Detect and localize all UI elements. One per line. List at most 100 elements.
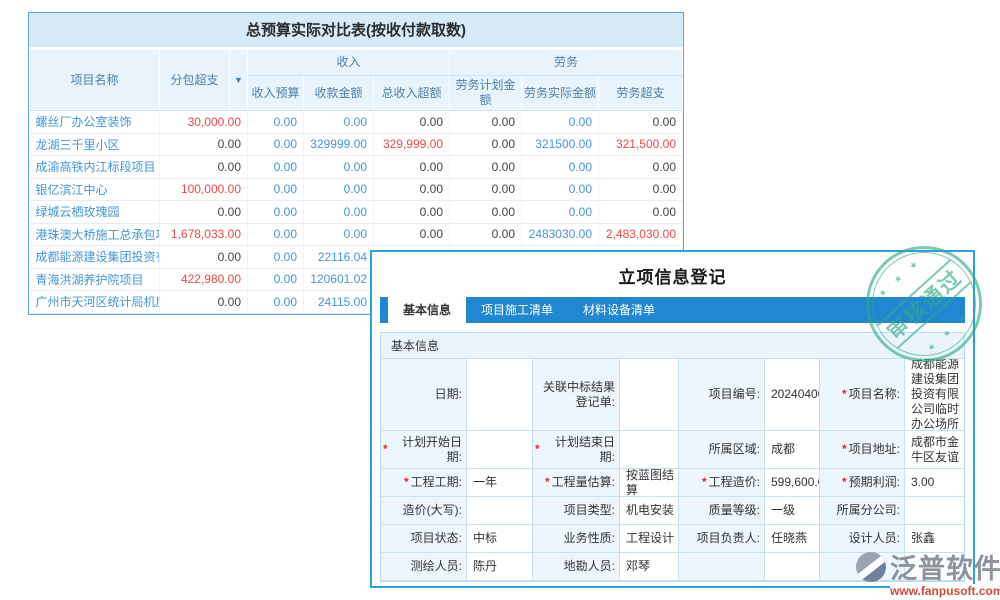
tab-construction-list[interactable]: 项目施工清单 [481, 303, 554, 317]
field-value-duration[interactable]: 一年 [467, 469, 533, 497]
col-header-subcontract-overspend: 分包超支 [159, 49, 230, 111]
field-value-project-number[interactable]: 20240400 [765, 359, 820, 431]
project-name-link[interactable]: 成渝高铁内江标段项目 [29, 155, 160, 179]
field-label-expected-profit: * 预期利润: [820, 469, 905, 497]
field-value-project-manager[interactable]: 任晓燕 [765, 525, 820, 553]
cell-received[interactable]: 329999.00 [303, 133, 374, 156]
field-value-geological-surveyor[interactable]: 邓琴 [620, 553, 679, 581]
field-value-cost-in-words[interactable] [467, 497, 533, 525]
field-label-business-nature: 业务性质: [533, 525, 620, 553]
col-header-project: 项目名称 [29, 49, 160, 111]
col-group-labor: 劳务 [449, 49, 683, 76]
field-value-project-type[interactable]: 机电安装 [620, 497, 679, 525]
cell-subcontract-over: 1,678,033.00 [159, 223, 248, 246]
field-value-bid-result-link[interactable] [620, 359, 679, 431]
field-value-project-status[interactable]: 中标 [467, 525, 533, 553]
cell-labor-plan: 0.00 [449, 110, 523, 134]
field-value-empty [765, 553, 820, 581]
project-name-link[interactable]: 银亿滨江中心 [29, 178, 160, 201]
field-value-region[interactable]: 成都 [765, 431, 820, 469]
field-value-surveyor[interactable]: 陈丹 [467, 553, 533, 581]
basic-info-panel: 基本信息 日期: 关联中标结果登记单: 项目编号: 20240400 * 项目名称… [380, 332, 965, 582]
cell-income-excess: 0.00 [373, 155, 451, 179]
project-name-link[interactable]: 广州市天河区统计局机房改造 [29, 290, 160, 314]
sort-dropdown-icon[interactable]: ▼ [229, 49, 248, 111]
cell-received[interactable]: 0.00 [303, 200, 374, 224]
cell-income-budget[interactable]: 0.00 [247, 245, 304, 269]
field-label-bid-result-link: 关联中标结果登记单: [533, 359, 620, 431]
form-title: 立项信息登记 [618, 268, 727, 287]
cell-subcontract-over: 0.00 [159, 155, 248, 179]
cell-labor-actual[interactable]: 0.00 [521, 155, 600, 179]
cell-received[interactable]: 0.00 [303, 178, 374, 201]
cell-labor-over: 0.00 [598, 155, 683, 179]
field-label-date: 日期: [381, 359, 467, 431]
cell-received[interactable]: 24115.00 [303, 290, 374, 314]
field-value-date[interactable] [467, 359, 533, 431]
cell-received[interactable]: 22116.04 [303, 245, 374, 269]
cell-labor-actual[interactable]: 2483030.00 [521, 223, 600, 246]
cell-received[interactable]: 120601.02 [303, 268, 374, 291]
cell-income-budget[interactable]: 0.00 [247, 268, 304, 291]
tab-material-equipment-list[interactable]: 材料设备清单 [583, 303, 656, 317]
field-value-plan-end-date[interactable] [620, 431, 679, 469]
cell-labor-actual[interactable]: 0.00 [521, 200, 600, 224]
project-name-link[interactable]: 龙湖三千里小区 [29, 133, 160, 156]
field-value-project-cost[interactable]: 599,600.0 [765, 469, 820, 497]
field-value-expected-profit[interactable]: 3.00 [905, 469, 964, 497]
cell-income-budget[interactable]: 0.00 [247, 133, 304, 156]
project-registration-window: 立项信息登记 基本信息 项目施工清单 材料设备清单 基本信息 日期: 关联中标结… [370, 250, 975, 588]
cell-income-budget[interactable]: 0.00 [247, 155, 304, 179]
field-label-project-cost: * 工程造价: [679, 469, 765, 497]
col-header-received-amount: 收款金额 [303, 75, 374, 111]
field-value-project-name[interactable]: 成都能源建设集团投资有限公司临时办公场所 [905, 359, 964, 431]
field-value-business-nature[interactable]: 工程设计 [620, 525, 679, 553]
field-value-plan-start-date[interactable] [467, 431, 533, 469]
cell-labor-over: 2,483,030.00 [598, 223, 683, 246]
project-name-link[interactable]: 成都能源建设集团投资有限公司 [29, 245, 160, 269]
cell-income-budget[interactable]: 0.00 [247, 290, 304, 314]
vendor-logo: 泛普软件 www.fanpusoft.com [856, 547, 1000, 598]
table-row: 螺丝厂办公室装饰 30,000.00 0.00 0.00 0.00 0.00 0… [29, 110, 683, 134]
cell-labor-over: 321,500.00 [598, 133, 683, 156]
cell-received[interactable]: 0.00 [303, 155, 374, 179]
cell-income-budget[interactable]: 0.00 [247, 200, 304, 224]
cell-subcontract-over: 422,980.00 [159, 268, 248, 291]
project-name-link[interactable]: 青海洪湖养护院项目 [29, 268, 160, 291]
cell-labor-actual[interactable]: 321500.00 [521, 133, 600, 156]
table-row: 成渝高铁内江标段项目 0.00 0.00 0.00 0.00 0.00 0.00… [29, 155, 683, 179]
field-value-quantity-estimate[interactable]: 按蓝图结算 [620, 469, 679, 497]
cell-income-excess: 0.00 [373, 110, 451, 134]
field-value-quality-grade[interactable]: 一级 [765, 497, 820, 525]
cell-income-excess: 0.00 [373, 223, 451, 246]
cell-labor-actual[interactable]: 0.00 [521, 110, 600, 134]
project-name-link[interactable]: 港珠澳大桥施工总承包项目 [29, 223, 160, 246]
col-header-labor-over: 劳务超支 [598, 75, 683, 111]
field-value-branch-company[interactable] [905, 497, 964, 525]
cell-income-budget[interactable]: 0.00 [247, 110, 304, 134]
cell-labor-over: 0.00 [598, 110, 683, 134]
cell-income-budget[interactable]: 0.00 [247, 178, 304, 201]
cell-received[interactable]: 0.00 [303, 110, 374, 134]
cell-labor-plan: 0.00 [449, 200, 523, 224]
cell-labor-actual[interactable]: 0.00 [521, 178, 600, 201]
field-label-branch-company: 所属分公司: [820, 497, 905, 525]
tab-basic-info[interactable]: 基本信息 [388, 297, 467, 323]
budget-table-title: 总预算实际对比表(按收付款取数) [29, 13, 683, 49]
project-name-link[interactable]: 绿城云栖玫瑰园 [29, 200, 160, 224]
vendor-url[interactable]: www.fanpusoft.com [890, 584, 1000, 598]
cell-labor-plan: 0.00 [449, 155, 523, 179]
field-label-cost-in-words: 造价(大写): [381, 497, 467, 525]
field-label-project-status: 项目状态: [381, 525, 467, 553]
cell-labor-plan: 0.00 [449, 223, 523, 246]
col-group-income: 收入 [246, 49, 451, 76]
cell-subcontract-over: 100,000.00 [159, 178, 248, 201]
field-label-quality-grade: 质量等级: [679, 497, 765, 525]
project-name-link[interactable]: 螺丝厂办公室装饰 [29, 110, 160, 134]
cell-income-budget[interactable]: 0.00 [247, 223, 304, 246]
field-value-project-address[interactable]: 成都市金牛区友谊 [905, 431, 964, 469]
cell-subcontract-over: 0.00 [159, 133, 248, 156]
form-tab-bar: 基本信息 项目施工清单 材料设备清单 [380, 297, 965, 323]
cell-received[interactable]: 0.00 [303, 223, 374, 246]
field-value-designer[interactable]: 张鑫 [905, 525, 964, 553]
